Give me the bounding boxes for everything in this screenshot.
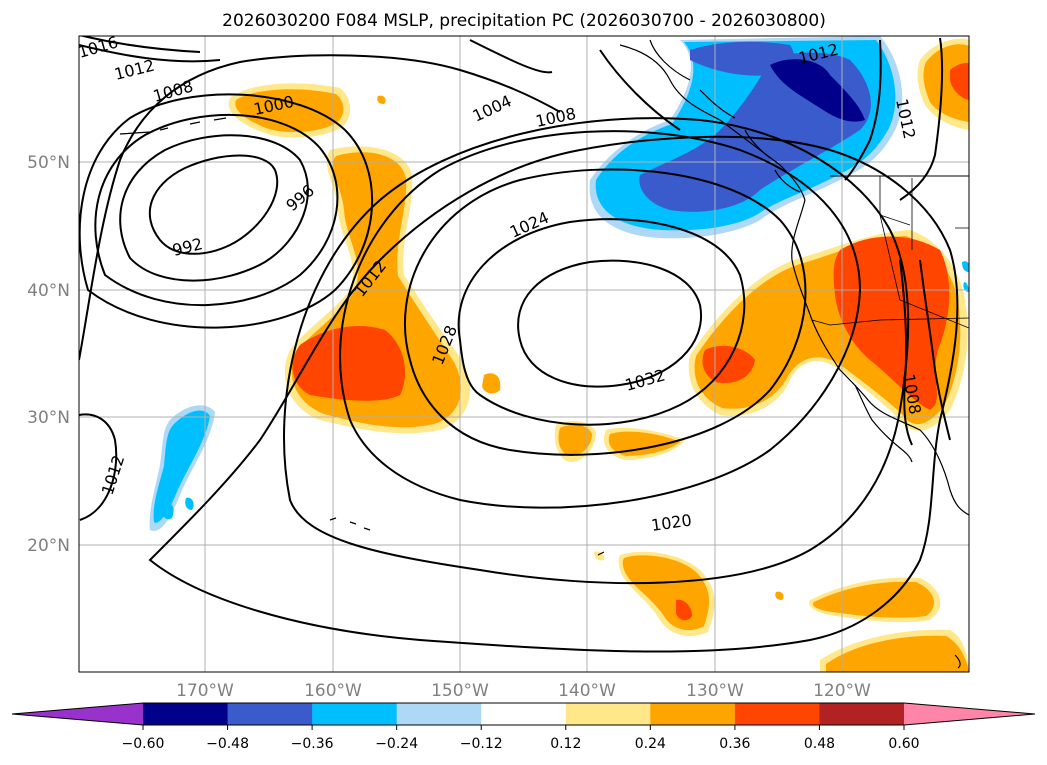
colorbar-cell bbox=[650, 703, 736, 725]
colorbar-cell bbox=[734, 703, 820, 725]
lat-label: 20°N bbox=[27, 536, 70, 556]
lon-label: 160°W bbox=[304, 681, 362, 701]
lat-label: 30°N bbox=[27, 408, 70, 428]
colorbar-tick-label: −0.24 bbox=[375, 736, 418, 752]
mslp-contours bbox=[79, 36, 959, 653]
colorbar-tick-label: −0.12 bbox=[460, 736, 503, 752]
lat-label: 40°N bbox=[27, 281, 70, 301]
colorbar-cell bbox=[227, 703, 313, 725]
lon-label: 170°W bbox=[176, 681, 234, 701]
precip-positive-anomalies bbox=[228, 38, 969, 672]
lat-label: 50°N bbox=[27, 153, 70, 173]
map-frame bbox=[78, 35, 970, 673]
colorbar-cell bbox=[396, 703, 482, 725]
colorbar-cell bbox=[312, 703, 398, 725]
colorbar-tick-label: 0.48 bbox=[804, 736, 835, 752]
graticule bbox=[79, 36, 969, 672]
colorbar-tick-label: 0.12 bbox=[550, 736, 581, 752]
colorbar-cell bbox=[819, 703, 905, 725]
map-panel: 1016 1012 1008 1000 992 996 1004 1008 10… bbox=[79, 36, 969, 672]
colorbar-cell bbox=[143, 703, 229, 725]
latitude-labels: 50°N 40°N 30°N 20°N bbox=[27, 153, 70, 556]
map-title: 2026030200 F084 MSLP, precipitation PC (… bbox=[222, 11, 826, 31]
longitude-labels: 170°W 160°W 150°W 140°W 130°W 120°W bbox=[176, 681, 871, 701]
colorbar-tick-label: −0.60 bbox=[122, 736, 165, 752]
colorbar-tick-label: −0.48 bbox=[206, 736, 249, 752]
lon-label: 140°W bbox=[558, 681, 616, 701]
lon-label: 120°W bbox=[813, 681, 871, 701]
lon-label: 130°W bbox=[686, 681, 744, 701]
colorbar-cell bbox=[565, 703, 651, 725]
colorbar-extend-high bbox=[904, 703, 1035, 725]
colorbar: −0.60 −0.48 −0.36 −0.24 −0.12 0.12 0.24 0.36 0.4… bbox=[11, 702, 1036, 752]
colorbar-tick-label: 0.36 bbox=[719, 736, 750, 752]
lon-label: 150°W bbox=[431, 681, 489, 701]
colorbar-tick-label: −0.36 bbox=[291, 736, 334, 752]
colorbar-tick-label: 0.24 bbox=[635, 736, 666, 752]
colorbar-tick-label: 0.60 bbox=[888, 736, 919, 752]
colorbar-extend-low bbox=[12, 703, 143, 725]
colorbar-cell bbox=[481, 703, 567, 725]
